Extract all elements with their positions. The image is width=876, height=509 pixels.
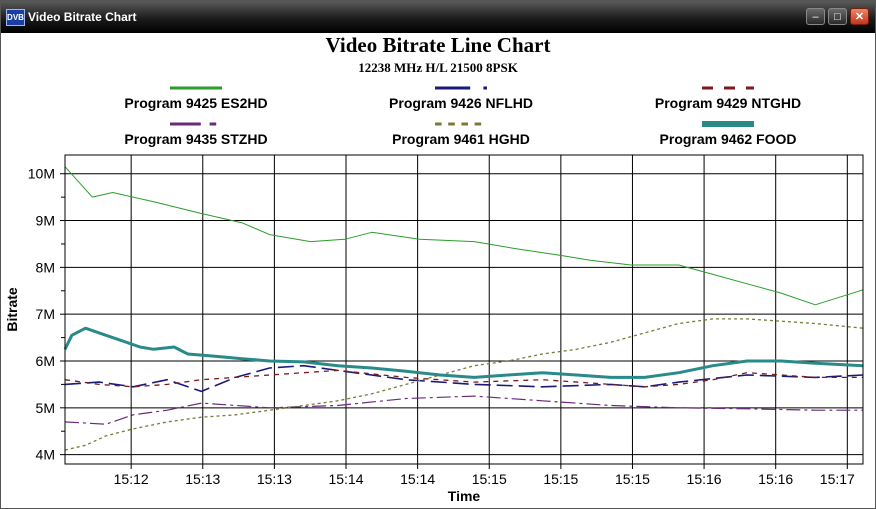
x-tick-label: 15:15	[615, 471, 650, 487]
y-tick-label: 7M	[36, 306, 55, 322]
legend-label-6: Program 9462 FOOD	[660, 131, 797, 147]
y-tick-label: 5M	[36, 400, 55, 416]
window-title: Video Bitrate Chart	[28, 10, 137, 24]
y-tick-label: 8M	[36, 259, 55, 275]
series-line-2	[64, 364, 864, 393]
legend: Program 9425 ES2HD Program 9426 NFLHD Prog…	[124, 86, 801, 147]
minimize-button[interactable]: –	[806, 8, 825, 25]
maximize-button[interactable]: □	[828, 8, 847, 25]
series-line-4	[64, 395, 863, 425]
series-line-1	[64, 166, 864, 306]
legend-label-1: Program 9425 ES2HD	[124, 95, 267, 111]
y-axis: 4M 5M 6M 7M 8M 9M 10M	[28, 166, 65, 463]
series-lines	[63, 166, 864, 451]
x-tick-label: 15:15	[543, 471, 578, 487]
x-tick-label: 15:13	[185, 471, 220, 487]
x-tick-label: 15:14	[328, 471, 363, 487]
x-tick-label: 15:14	[400, 471, 435, 487]
y-tick-label: 10M	[28, 166, 55, 182]
y-tick-label: 6M	[36, 353, 55, 369]
title-bar[interactable]: DVB Video Bitrate Chart – □ ✕	[1, 1, 875, 33]
x-tick-label: 15:16	[758, 471, 793, 487]
legend-label-2: Program 9426 NFLHD	[389, 95, 533, 111]
series-line-3	[64, 369, 863, 388]
x-tick-label: 15:17	[820, 471, 855, 487]
x-axis: 15:12 15:13 15:13 15:14 15:14 15:15 15:15 15:15…	[114, 464, 855, 487]
y-tick-label: 4M	[36, 447, 55, 463]
maximize-icon: □	[834, 11, 841, 23]
legend-label-4: Program 9435 STZHD	[124, 131, 267, 147]
y-tick-label: 9M	[36, 213, 55, 229]
x-tick-label: 15:12	[114, 471, 149, 487]
app-icon: DVB	[6, 9, 25, 26]
plot-frame	[64, 154, 864, 465]
close-icon: ✕	[854, 11, 865, 23]
minimize-icon: –	[812, 11, 819, 23]
legend-label-3: Program 9429 NTGHD	[655, 95, 801, 111]
x-tick-label: 15:15	[472, 471, 507, 487]
chart: Video Bitrate Line Chart 12238 MHz H/L 2…	[4, 33, 864, 504]
close-button[interactable]: ✕	[850, 8, 869, 25]
series-line-5	[64, 318, 864, 451]
y-axis-label: Bitrate	[4, 287, 20, 332]
x-tick-label: 15:16	[687, 471, 722, 487]
grid	[65, 155, 863, 464]
series-line-6	[63, 326, 864, 379]
chart-title: Video Bitrate Line Chart	[326, 33, 551, 57]
x-tick-label: 15:13	[257, 471, 292, 487]
legend-label-5: Program 9461 HGHD	[392, 131, 530, 147]
chart-subtitle: 12238 MHz H/L 21500 8PSK	[358, 60, 519, 75]
x-axis-label: Time	[448, 488, 481, 504]
